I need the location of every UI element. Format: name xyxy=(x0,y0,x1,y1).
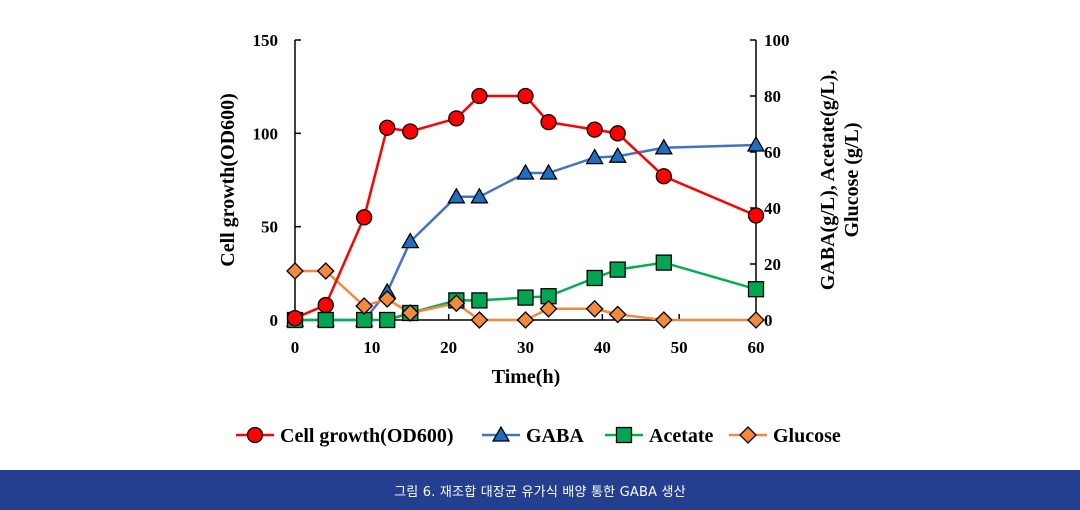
data-point-acetate xyxy=(655,254,672,271)
axis-ticks: 0 10 20 30 40 50 60 0 50 100 150 0 20 40 60 80 100 xyxy=(253,31,790,357)
legend-label-gaba: GABA xyxy=(526,425,584,447)
y-left-tick-label: 150 xyxy=(253,31,279,50)
legend-label-acetate: Acetate xyxy=(649,425,714,447)
data-point-gaba xyxy=(447,187,466,204)
data-point-cell-growth-od600- xyxy=(317,296,334,314)
x-tick-label: 10 xyxy=(363,338,380,357)
data-point-acetate xyxy=(471,292,488,309)
data-point-cell-growth-od600- xyxy=(517,87,534,105)
series-markers xyxy=(285,87,766,329)
y-right-tick-label: 80 xyxy=(764,87,781,106)
x-tick-label: 40 xyxy=(594,338,611,357)
legend: Cell growth(OD600) GABA Acetate Glucose xyxy=(236,425,841,447)
data-point-gaba xyxy=(401,232,420,249)
legend-marker-gaba xyxy=(491,425,511,442)
data-point-gaba xyxy=(516,163,535,180)
data-point-cell-growth-od600- xyxy=(609,125,626,142)
data-point-cell-growth-od600- xyxy=(586,121,603,138)
data-point-acetate xyxy=(609,261,626,278)
data-point-acetate xyxy=(586,269,603,287)
data-point-glucose xyxy=(378,290,397,308)
data-point-glucose xyxy=(654,311,673,329)
data-point-glucose xyxy=(401,304,420,322)
x-tick-label: 60 xyxy=(748,338,765,357)
legend-label-cell-growth-od600-: Cell growth(OD600) xyxy=(280,425,454,447)
data-point-glucose xyxy=(516,311,535,329)
y-left-tick-label: 100 xyxy=(253,124,279,143)
data-point-cell-growth-od600- xyxy=(540,113,557,131)
data-point-glucose xyxy=(316,262,335,280)
data-point-cell-growth-od600- xyxy=(286,309,304,327)
data-point-gaba xyxy=(470,187,489,204)
data-point-gaba xyxy=(539,163,558,180)
data-point-gaba xyxy=(585,148,604,165)
y-left-tick-label: 0 xyxy=(270,311,279,330)
data-point-glucose xyxy=(585,299,604,318)
series-lines xyxy=(294,94,757,322)
legend-label-glucose: Glucose xyxy=(773,425,841,447)
data-point-cell-growth-od600- xyxy=(471,87,488,105)
data-point-glucose xyxy=(355,297,374,315)
legend-marker-acetate xyxy=(615,426,633,444)
y-right-tick-label: 40 xyxy=(764,199,781,218)
data-point-glucose xyxy=(539,299,558,318)
x-tick-label: 0 xyxy=(291,338,300,357)
data-point-glucose xyxy=(470,311,489,329)
data-point-acetate xyxy=(747,281,765,298)
figure-caption: 그림 6. 재조합 대장균 유가식 배양 통한 GABA 생산 xyxy=(0,470,1080,510)
chart-canvas: 0 10 20 30 40 50 60 0 50 100 150 0 20 40 60 80 100 Time(… xyxy=(217,31,863,447)
data-point-cell-growth-od600- xyxy=(379,119,396,136)
data-point-gaba xyxy=(746,135,766,152)
x-tick-label: 50 xyxy=(671,338,688,357)
data-point-cell-growth-od600- xyxy=(747,207,765,224)
data-point-glucose xyxy=(447,294,466,313)
data-point-glucose xyxy=(747,311,765,329)
data-point-glucose xyxy=(286,262,304,280)
legend-marker-glucose xyxy=(739,426,757,444)
data-point-gaba xyxy=(654,138,673,155)
data-point-acetate xyxy=(517,289,534,306)
y-right-tick-label: 0 xyxy=(764,311,773,330)
x-tick-label: 30 xyxy=(517,338,534,357)
data-point-cell-growth-od600- xyxy=(402,123,419,140)
data-point-cell-growth-od600- xyxy=(655,168,672,185)
y-right-tick-label: 20 xyxy=(764,255,781,274)
y-right-axis-label-line2: Glucose (g/L) xyxy=(841,123,863,238)
data-point-acetate xyxy=(317,311,334,329)
x-tick-label: 20 xyxy=(440,338,457,357)
x-axis-label: Time(h) xyxy=(492,366,561,388)
data-point-glucose xyxy=(608,305,627,324)
data-point-cell-growth-od600- xyxy=(448,110,465,127)
legend-marker-cell-growth-od600- xyxy=(246,426,264,444)
y-right-axis-label-line1: GABA(g/L), Acetate(g/L), xyxy=(817,70,839,291)
data-point-acetate xyxy=(379,311,396,329)
y-right-tick-label: 60 xyxy=(764,143,781,162)
data-point-cell-growth-od600- xyxy=(355,209,373,226)
y-right-tick-label: 100 xyxy=(764,31,790,50)
series-line-cell-growth-od600- xyxy=(294,94,757,320)
y-left-axis-label: Cell growth(OD600) xyxy=(217,93,239,267)
data-point-gaba xyxy=(608,146,627,163)
y-left-tick-label: 50 xyxy=(261,218,278,237)
